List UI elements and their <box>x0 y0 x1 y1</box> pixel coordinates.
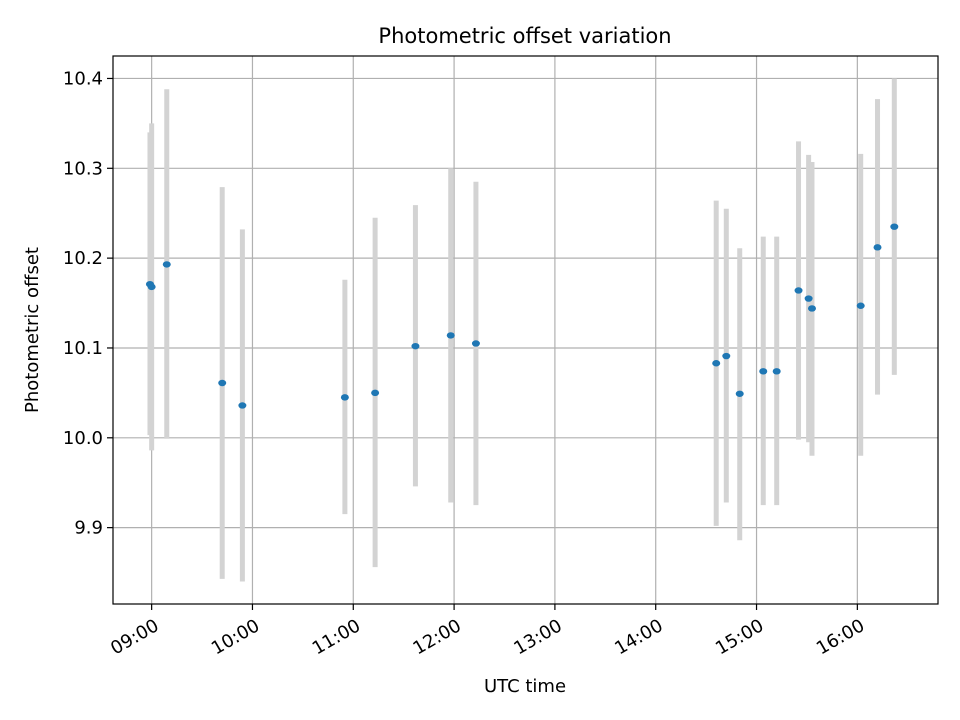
data-point <box>794 287 803 294</box>
y-tick-label: 10.2 <box>63 248 103 269</box>
data-point <box>759 368 768 375</box>
data-point <box>807 305 816 312</box>
y-axis-title: Photometric offset <box>22 247 43 413</box>
data-point <box>238 402 247 409</box>
plot-frame <box>112 55 939 605</box>
data-point <box>340 394 349 401</box>
y-tick-label: 10.3 <box>63 158 103 179</box>
data-point <box>856 302 865 309</box>
data-point <box>873 244 882 251</box>
data-point <box>371 389 380 397</box>
data-point <box>162 261 171 268</box>
grid <box>113 56 938 604</box>
data-point <box>411 342 420 350</box>
data-point <box>471 340 480 347</box>
y-tick-label: 10.4 <box>63 68 103 89</box>
data-point <box>147 283 156 291</box>
data-point <box>890 223 899 230</box>
chart-title: Photometric offset variation <box>378 24 671 48</box>
data-point <box>218 379 227 387</box>
data-point <box>804 295 813 302</box>
y-tick-label: 10.0 <box>63 428 103 449</box>
data-point <box>712 360 721 367</box>
y-tick-label: 10.1 <box>63 338 103 359</box>
data-point <box>772 368 781 375</box>
y-tick-label: 9.9 <box>74 518 103 539</box>
data-point <box>735 390 744 397</box>
data-point <box>446 332 455 339</box>
data-point <box>722 352 731 360</box>
data-points <box>145 223 899 409</box>
x-axis-title: UTC time <box>484 676 566 697</box>
y-axis: 9.9 10.0 10.1 10.2 10.3 10.4 <box>63 68 113 539</box>
